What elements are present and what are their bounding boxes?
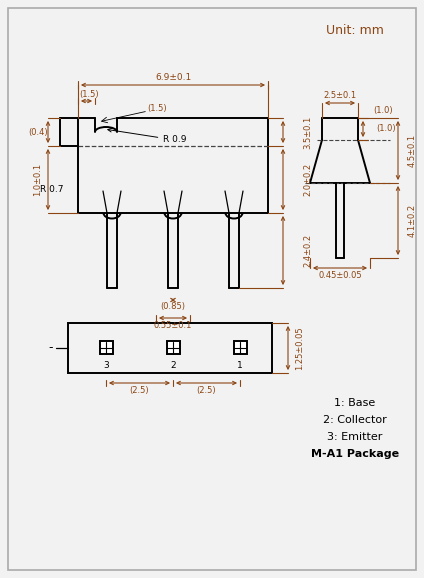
Text: 1.0±0.1: 1.0±0.1 xyxy=(33,163,42,196)
Text: 1: Base: 1: Base xyxy=(335,398,376,408)
Bar xyxy=(234,341,247,354)
Text: 1: 1 xyxy=(237,361,243,370)
Text: 0.55±0.1: 0.55±0.1 xyxy=(154,320,192,329)
Text: 3: 3 xyxy=(103,361,109,370)
Text: Unit: mm: Unit: mm xyxy=(326,24,384,36)
Text: 2.4±0.2: 2.4±0.2 xyxy=(303,234,312,267)
Text: (1.0): (1.0) xyxy=(376,124,396,134)
Text: (0.85): (0.85) xyxy=(161,302,186,312)
Text: (1.5): (1.5) xyxy=(79,91,99,99)
Text: R 0.9: R 0.9 xyxy=(108,128,187,144)
Text: (2.5): (2.5) xyxy=(197,386,216,395)
Text: 2: 2 xyxy=(170,361,176,370)
Text: 0.45±0.05: 0.45±0.05 xyxy=(318,271,362,280)
Bar xyxy=(167,341,180,354)
Text: (2.5): (2.5) xyxy=(130,386,149,395)
Text: R 0.7: R 0.7 xyxy=(40,186,64,195)
Text: 2.5±0.1: 2.5±0.1 xyxy=(324,91,357,101)
Text: (1.5): (1.5) xyxy=(147,105,167,113)
Text: (1.0): (1.0) xyxy=(373,106,393,114)
Text: M-A1 Package: M-A1 Package xyxy=(311,449,399,459)
Text: 6.9±0.1: 6.9±0.1 xyxy=(155,73,191,83)
Text: 3.5±0.1: 3.5±0.1 xyxy=(303,116,312,149)
Text: 1.25±0.05: 1.25±0.05 xyxy=(295,326,304,370)
Text: 4.1±0.2: 4.1±0.2 xyxy=(408,204,417,237)
Text: -: - xyxy=(49,342,53,354)
Text: 4.5±0.1: 4.5±0.1 xyxy=(408,134,417,167)
Text: 2: Collector: 2: Collector xyxy=(323,415,387,425)
Bar xyxy=(100,341,113,354)
Text: 3: Emitter: 3: Emitter xyxy=(327,432,383,442)
Bar xyxy=(68,323,272,373)
Text: (0.4): (0.4) xyxy=(28,128,48,136)
Text: 2.0±0.2: 2.0±0.2 xyxy=(303,163,312,196)
